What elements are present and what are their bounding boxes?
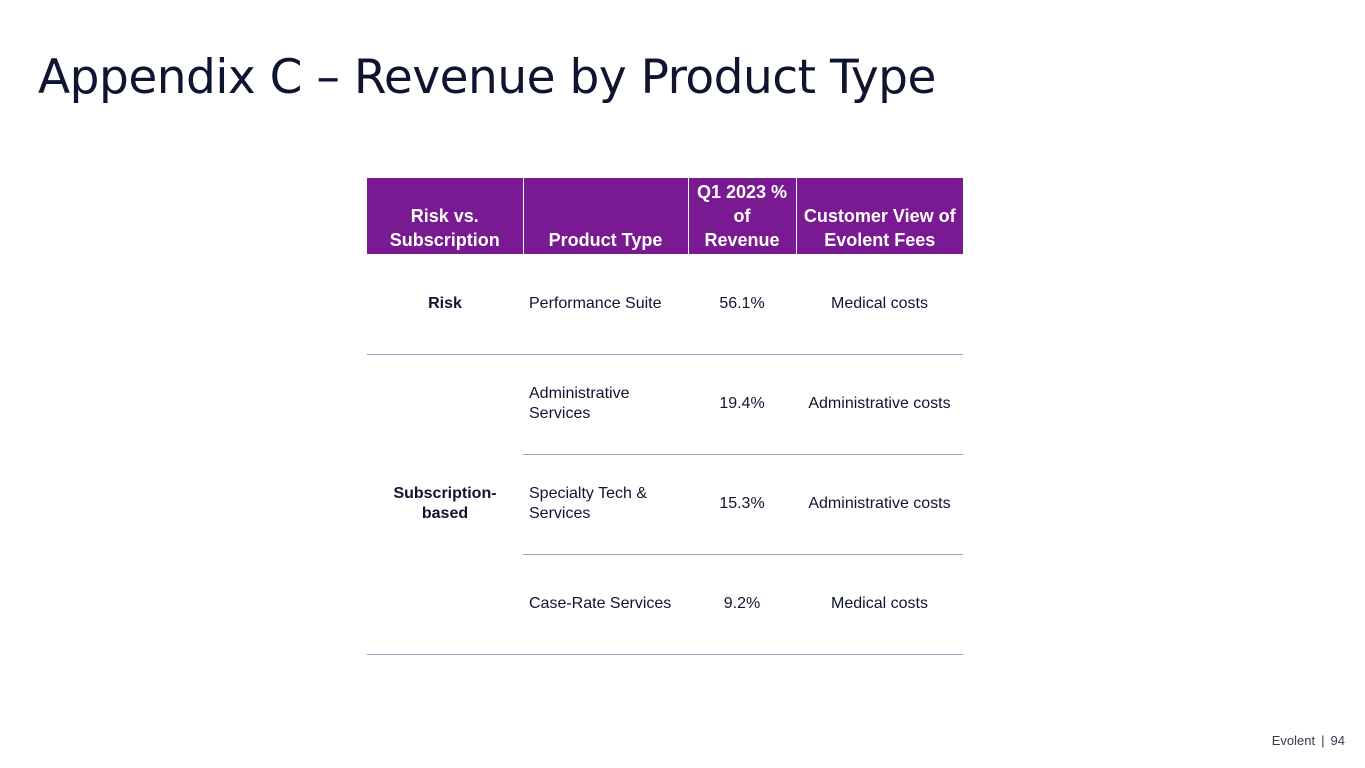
footer-brand: Evolent	[1271, 733, 1316, 748]
revenue-pct-cell: 9.2%	[688, 554, 796, 655]
customer-view-cell: Medical costs	[796, 254, 963, 355]
group-risk: Risk	[367, 254, 523, 355]
revenue-table: Risk vs. Subscription Product Type Q1 20…	[367, 178, 963, 655]
header-product-type: Product Type	[522, 178, 688, 254]
table-row: Subscription-based Administrative Servic…	[367, 354, 963, 655]
table-row: Case-Rate Services 9.2% Medical costs	[367, 554, 963, 655]
header-risk-vs-subscription: Risk vs. Subscription	[367, 178, 523, 254]
revenue-pct-cell: 19.4%	[688, 354, 796, 455]
product-type-cell: Performance Suite	[523, 254, 688, 355]
customer-view-cell: Medical costs	[796, 554, 963, 655]
header-customer-view: Customer View of Evolent Fees	[795, 178, 963, 254]
group-subscription-based: Subscription-based	[367, 354, 523, 655]
revenue-pct-cell: 56.1%	[688, 254, 796, 355]
footer-separator: |	[1321, 733, 1325, 748]
revenue-pct-cell: 15.3%	[688, 454, 796, 555]
header-q1-2023-pct-revenue: Q1 2023 % of Revenue	[687, 178, 796, 254]
product-type-cell: Case-Rate Services	[523, 554, 688, 655]
product-type-cell: Specialty Tech & Services	[523, 454, 688, 555]
table-row: Risk Performance Suite 56.1% Medical cos…	[367, 254, 963, 355]
slide-footer: Evolent | 94	[1272, 733, 1345, 748]
table-header-row: Risk vs. Subscription Product Type Q1 20…	[367, 178, 963, 254]
product-type-cell: Administrative Services	[523, 354, 688, 455]
customer-view-cell: Administrative costs	[796, 354, 963, 455]
table-row: Specialty Tech & Services 15.3% Administ…	[367, 454, 963, 555]
slide-title: Appendix C – Revenue by Product Type	[38, 50, 936, 105]
page-number: 94	[1330, 733, 1345, 748]
customer-view-cell: Administrative costs	[796, 454, 963, 555]
